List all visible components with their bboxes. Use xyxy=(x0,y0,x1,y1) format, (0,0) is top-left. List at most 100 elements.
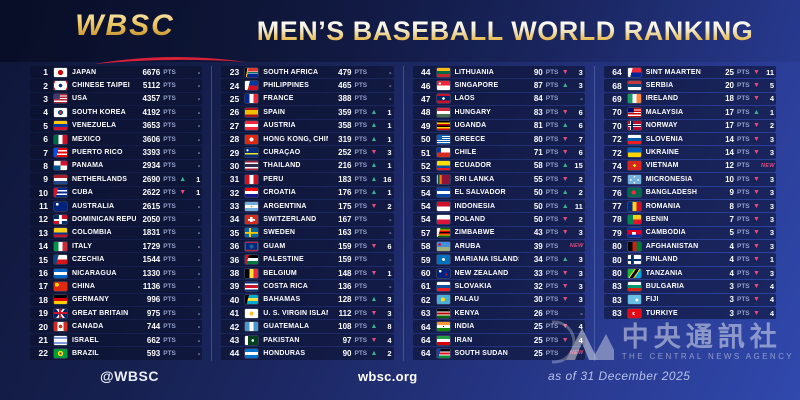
trend-new-badge: NEW xyxy=(569,350,584,357)
ranking-row: 6 MEXICO 3606 PTS - xyxy=(30,132,203,146)
ranking-row: 14 ITALY 1729 PTS - xyxy=(30,240,203,253)
pts-label: PTS xyxy=(354,349,368,357)
trend-down-icon: ▼ xyxy=(753,202,760,210)
flag-indonesia-icon xyxy=(436,201,450,211)
flag-zimbabwe-icon xyxy=(436,228,450,238)
points-value: 388 xyxy=(338,94,352,104)
trend-value: 1 xyxy=(387,268,392,278)
points-value: 252 xyxy=(338,148,352,158)
trend-down-icon: ▼ xyxy=(370,269,378,277)
pts-label: PTS xyxy=(354,323,368,331)
country-name: NICARAGUA xyxy=(72,269,117,277)
trend-no-change: - xyxy=(197,228,201,238)
trend-value: 1 xyxy=(196,188,201,198)
trend-down-icon: ▼ xyxy=(561,68,569,76)
trend-down-icon: ▼ xyxy=(561,269,569,277)
pts-label: PTS xyxy=(163,202,176,210)
rank-number: 76 xyxy=(612,187,622,198)
country-name: AUSTRALIA xyxy=(72,202,115,210)
points-value: 34 xyxy=(533,255,543,265)
pts-label: PTS xyxy=(737,229,750,237)
pts-label: PTS xyxy=(545,68,559,76)
ranking-row: 68 SERBIA 20 PTS ▼ 5 xyxy=(603,79,776,92)
ranking-row: 72 SLOVENIA 14 PTS ▼ 3 xyxy=(603,132,776,146)
rank-number: 38 xyxy=(229,268,240,279)
trend-value: 3 xyxy=(769,214,774,224)
ranking-row: 69 IRELAND 18 PTS ▼ 4 xyxy=(603,92,776,106)
flag-dominican-republic-icon xyxy=(54,214,67,224)
country-name: LITHUANIA xyxy=(454,68,495,76)
country-name: IRAN xyxy=(454,336,473,344)
flag-costa-rica-icon xyxy=(245,281,259,291)
trend-no-change: - xyxy=(197,121,201,131)
flag-romania-icon xyxy=(627,201,641,211)
pts-label: PTS xyxy=(737,215,750,223)
trend-no-change: - xyxy=(197,67,201,77)
flag-guatemala-icon xyxy=(245,322,259,332)
trend-value: 3 xyxy=(769,201,774,211)
trend-value: 2 xyxy=(578,214,583,224)
country-name: CROATIA xyxy=(263,189,297,197)
ranking-row: 13 COLOMBIA 1831 PTS - xyxy=(30,226,203,240)
trend-value: 3 xyxy=(387,295,392,305)
ranking-row: 77 ROMANIA 8 PTS ▼ 3 xyxy=(603,199,776,213)
trend-value: 11 xyxy=(766,67,774,77)
flag-afghanistan-icon xyxy=(627,241,641,251)
ranking-row: 49 UGANDA 81 PTS ▲ 6 xyxy=(412,119,585,132)
trend-value: 2 xyxy=(387,201,392,211)
flag-bahamas-icon xyxy=(245,295,259,305)
rank-number: 20 xyxy=(38,321,48,332)
pts-label: PTS xyxy=(545,296,559,304)
country-name: ARGENTINA xyxy=(263,202,307,210)
ranking-row: 1 JAPAN 6676 PTS - xyxy=(30,66,203,79)
rank-number: 3 xyxy=(43,93,48,104)
rank-number: 64 xyxy=(421,335,431,345)
trend-value: 4 xyxy=(387,335,392,345)
trend-down-icon: ▼ xyxy=(370,309,378,317)
ranking-row: 79 CAMBODIA 5 PTS ▼ 3 xyxy=(603,226,776,240)
rank-number: 69 xyxy=(612,93,622,104)
trend-no-change: - xyxy=(197,255,201,265)
trend-value: 3 xyxy=(769,174,774,184)
flag-singapore-icon xyxy=(436,81,450,91)
country-name: PHILIPPINES xyxy=(263,82,310,90)
points-value: 2050 xyxy=(142,214,161,224)
rank-number: 29 xyxy=(229,147,240,158)
pts-label: PTS xyxy=(737,162,750,170)
rank-number: 61 xyxy=(421,281,431,292)
flag-t-rkiye-icon xyxy=(627,308,641,318)
country-name: INDIA xyxy=(454,323,475,331)
pts-label: PTS xyxy=(354,242,368,250)
ranking-row: 36 PALESTINE 159 PTS - xyxy=(221,253,394,266)
points-value: 108 xyxy=(338,322,352,332)
trend-down-icon: ▼ xyxy=(753,309,760,317)
flag-south-sudan-icon xyxy=(436,348,450,358)
country-name: HONDURAS xyxy=(263,349,306,357)
flag-mariana-islands-icon xyxy=(436,255,450,265)
pts-label: PTS xyxy=(354,215,368,223)
flag-fiji-icon xyxy=(627,295,641,305)
ranking-row: 60 NEW ZEALAND 33 PTS ▼ 3 xyxy=(412,266,585,280)
country-name: BELGIUM xyxy=(263,269,297,277)
points-value: 4 xyxy=(729,241,734,251)
country-name: CHINESE TAIPEI xyxy=(72,82,130,90)
trend-value: 2 xyxy=(387,348,392,358)
pts-label: PTS xyxy=(354,82,368,90)
pts-label: PTS xyxy=(354,189,368,197)
country-name: CUBA xyxy=(72,189,94,197)
wbsc-logo: WBSC xyxy=(55,9,246,64)
pts-label: PTS xyxy=(545,202,559,210)
footer-asof-date: as of 31 December 2025 xyxy=(548,369,691,383)
trend-down-icon: ▼ xyxy=(753,122,760,130)
points-value: 2615 xyxy=(142,201,161,211)
trend-value: 15 xyxy=(574,161,583,171)
pts-label: PTS xyxy=(737,296,750,304)
flag-switzerland-icon xyxy=(245,214,259,224)
country-name: USA xyxy=(72,95,88,103)
points-value: 55 xyxy=(533,174,543,184)
pts-label: PTS xyxy=(163,256,176,264)
trend-down-icon: ▼ xyxy=(370,336,378,344)
footer-website-link[interactable]: wbsc.org xyxy=(358,369,418,384)
points-value: 3 xyxy=(729,281,734,291)
